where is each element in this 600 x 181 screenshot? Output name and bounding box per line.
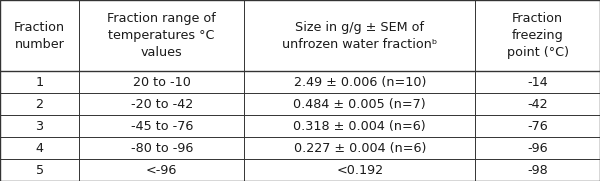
Text: Fraction
freezing
point (°C): Fraction freezing point (°C) xyxy=(506,12,569,59)
Text: -42: -42 xyxy=(527,98,548,111)
Text: 0.227 ± 0.004 (n=6): 0.227 ± 0.004 (n=6) xyxy=(293,142,426,155)
Text: Size in g/g ± SEM of
unfrozen water fractionᵇ: Size in g/g ± SEM of unfrozen water frac… xyxy=(282,21,437,51)
Text: -80 to -96: -80 to -96 xyxy=(131,142,193,155)
Text: <-96: <-96 xyxy=(146,164,178,176)
Text: 1: 1 xyxy=(35,76,44,89)
Text: 2: 2 xyxy=(35,98,44,111)
Text: 2.49 ± 0.006 (n=10): 2.49 ± 0.006 (n=10) xyxy=(293,76,426,89)
Text: 20 to -10: 20 to -10 xyxy=(133,76,191,89)
Text: 0.484 ± 0.005 (n=7): 0.484 ± 0.005 (n=7) xyxy=(293,98,426,111)
Text: -14: -14 xyxy=(527,76,548,89)
Text: <0.192: <0.192 xyxy=(336,164,383,176)
Text: -76: -76 xyxy=(527,120,548,133)
Text: 5: 5 xyxy=(35,164,44,176)
Text: Fraction range of
temperatures °C
values: Fraction range of temperatures °C values xyxy=(107,12,216,59)
Text: -45 to -76: -45 to -76 xyxy=(131,120,193,133)
Text: 4: 4 xyxy=(35,142,44,155)
Text: -96: -96 xyxy=(527,142,548,155)
Text: 0.318 ± 0.004 (n=6): 0.318 ± 0.004 (n=6) xyxy=(293,120,426,133)
Text: Fraction
number: Fraction number xyxy=(14,21,65,51)
Text: -98: -98 xyxy=(527,164,548,176)
Text: 3: 3 xyxy=(35,120,44,133)
Text: -20 to -42: -20 to -42 xyxy=(131,98,193,111)
